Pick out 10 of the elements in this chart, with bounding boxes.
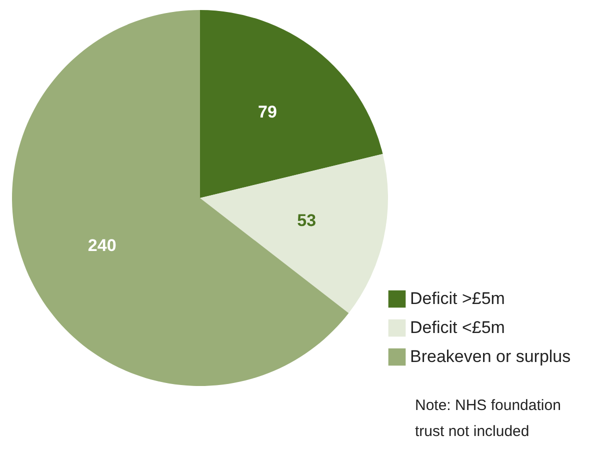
pie-slice bbox=[12, 10, 349, 386]
text: Note: NHS foundation trust not included bbox=[415, 397, 561, 440]
data-label: 240 bbox=[88, 236, 116, 256]
pie-slice bbox=[200, 154, 388, 314]
legend-label: Deficit >£5m bbox=[410, 289, 505, 308]
data-label: 79 bbox=[258, 102, 277, 122]
legend-label: Breakeven or surplus bbox=[410, 347, 571, 366]
legend-label: Deficit <£5m bbox=[410, 318, 505, 337]
data-label: 53 bbox=[297, 210, 316, 230]
pie-slice bbox=[200, 10, 383, 198]
